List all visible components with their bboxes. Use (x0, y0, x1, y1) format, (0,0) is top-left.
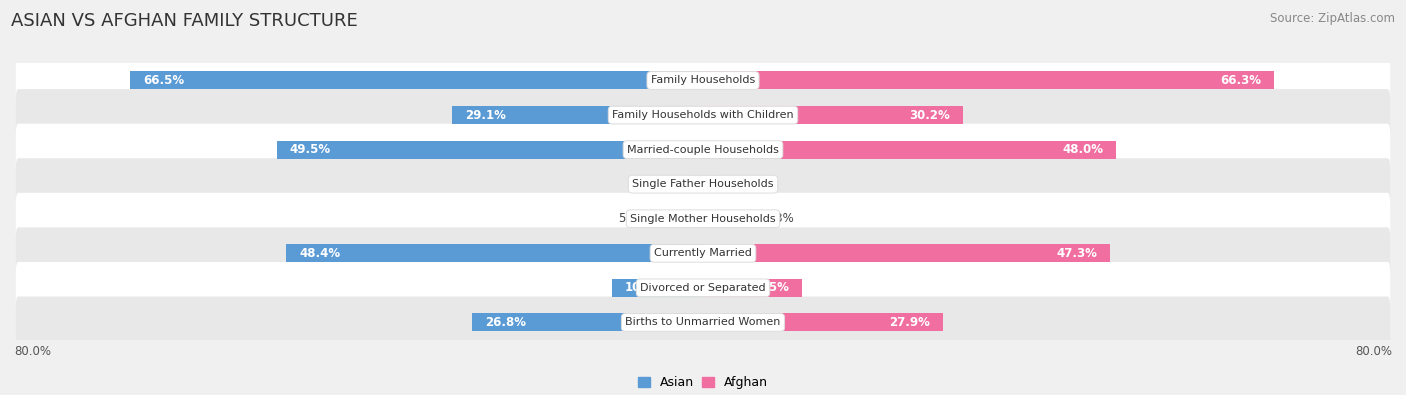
Text: 29.1%: 29.1% (465, 109, 506, 122)
Text: 48.0%: 48.0% (1063, 143, 1104, 156)
Text: 47.3%: 47.3% (1056, 247, 1098, 260)
Bar (703, 141, 1116, 158)
Text: Source: ZipAtlas.com: Source: ZipAtlas.com (1270, 12, 1395, 25)
FancyBboxPatch shape (15, 297, 1391, 348)
Text: 27.9%: 27.9% (890, 316, 931, 329)
Text: Family Households with Children: Family Households with Children (612, 110, 794, 120)
Text: ASIAN VS AFGHAN FAMILY STRUCTURE: ASIAN VS AFGHAN FAMILY STRUCTURE (11, 12, 359, 30)
FancyBboxPatch shape (15, 193, 1391, 245)
Text: 26.8%: 26.8% (485, 316, 526, 329)
Bar (703, 175, 723, 193)
Bar (703, 106, 963, 124)
Text: Married-couple Households: Married-couple Households (627, 145, 779, 154)
Legend: Asian, Afghan: Asian, Afghan (633, 371, 773, 394)
Bar (131, 71, 703, 90)
Text: 80.0%: 80.0% (14, 345, 51, 358)
Text: 48.4%: 48.4% (299, 247, 340, 260)
Bar (277, 141, 703, 158)
Text: Births to Unmarried Women: Births to Unmarried Women (626, 318, 780, 327)
Bar (703, 279, 801, 297)
Text: Family Households: Family Households (651, 75, 755, 85)
Text: 80.0%: 80.0% (1355, 345, 1392, 358)
Bar (703, 314, 943, 331)
Text: 30.2%: 30.2% (910, 109, 950, 122)
FancyBboxPatch shape (15, 55, 1391, 106)
Bar (655, 210, 703, 228)
Text: Single Mother Households: Single Mother Households (630, 214, 776, 224)
Text: Divorced or Separated: Divorced or Separated (640, 283, 766, 293)
FancyBboxPatch shape (15, 89, 1391, 141)
Text: Single Father Households: Single Father Households (633, 179, 773, 189)
Text: 2.1%: 2.1% (648, 178, 678, 191)
Text: 2.3%: 2.3% (730, 178, 759, 191)
FancyBboxPatch shape (15, 228, 1391, 279)
Text: 66.3%: 66.3% (1220, 74, 1261, 87)
Bar (287, 244, 703, 262)
Text: 49.5%: 49.5% (290, 143, 330, 156)
FancyBboxPatch shape (15, 262, 1391, 314)
Bar (703, 210, 758, 228)
Text: 6.3%: 6.3% (763, 212, 794, 225)
FancyBboxPatch shape (15, 124, 1391, 175)
Text: Currently Married: Currently Married (654, 248, 752, 258)
Bar (703, 244, 1111, 262)
Bar (612, 279, 703, 297)
Bar (685, 175, 703, 193)
FancyBboxPatch shape (15, 158, 1391, 210)
Bar (703, 71, 1274, 90)
Text: 5.6%: 5.6% (619, 212, 648, 225)
Bar (472, 314, 703, 331)
Text: 66.5%: 66.5% (143, 74, 184, 87)
Bar (453, 106, 703, 124)
Text: 11.5%: 11.5% (748, 281, 789, 294)
Text: 10.6%: 10.6% (624, 281, 665, 294)
